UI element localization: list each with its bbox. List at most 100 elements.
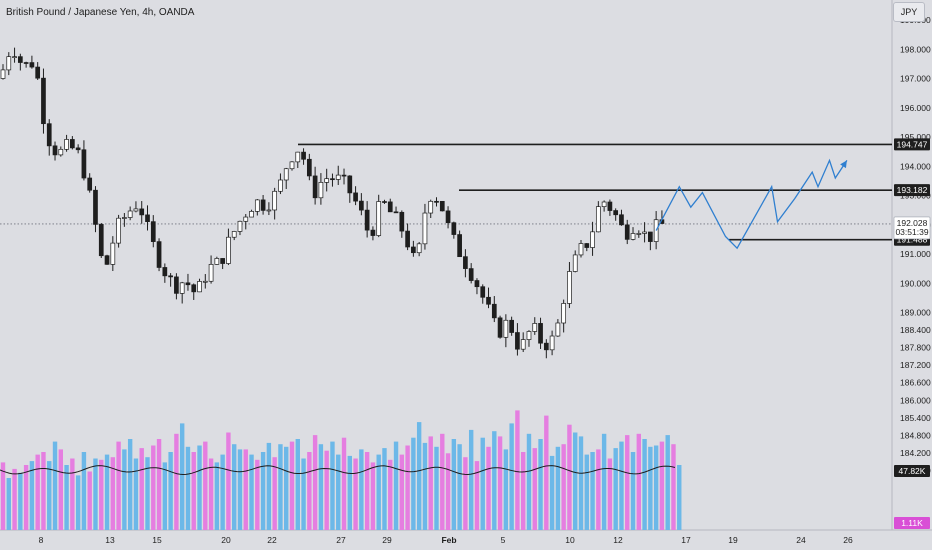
- volume-moving-average-line: [0, 465, 676, 476]
- candle-down: [52, 145, 58, 156]
- volume-bar: [214, 462, 220, 530]
- volume-bar: [613, 448, 618, 530]
- candle-down: [463, 256, 468, 269]
- volume-bar: [405, 445, 410, 530]
- price-tick-label: 191.000: [900, 249, 931, 259]
- candle-down: [468, 268, 474, 281]
- volume-bar: [266, 442, 272, 530]
- volume-bar: [428, 436, 433, 530]
- level-price-tag-label: 191.488: [897, 235, 928, 245]
- volume-bar: [515, 410, 520, 530]
- candle-down: [81, 149, 87, 179]
- volume-bar: [411, 437, 416, 530]
- volume-bar: [220, 454, 225, 530]
- volume-bar: [151, 445, 156, 530]
- volume-bar: [110, 457, 116, 530]
- time-tick-label: 12: [613, 535, 623, 545]
- volume-bar: [289, 441, 295, 530]
- volume-bar: [486, 446, 491, 530]
- volume-bar: [255, 459, 260, 530]
- price-tick-label: 186.000: [900, 395, 931, 405]
- candle-down: [330, 178, 335, 181]
- candle-down: [70, 139, 75, 149]
- volume-bar: [324, 450, 329, 530]
- candle-down: [306, 158, 312, 177]
- volume-bar: [179, 423, 185, 530]
- candle-down: [619, 214, 624, 226]
- candle-down: [382, 201, 387, 203]
- candle-up: [503, 319, 509, 338]
- horizontal-levels[interactable]: [298, 143, 892, 241]
- candle-up: [526, 331, 532, 340]
- time-axis[interactable]: 8 13 15 20 22 27 29 Feb 5 10 12 17 19 24 26: [39, 535, 853, 545]
- volume-bar: [584, 454, 589, 530]
- volume-bar: [330, 441, 335, 530]
- volume-bar: [243, 449, 248, 530]
- candle-down: [145, 214, 150, 222]
- time-tick-label: 26: [843, 535, 853, 545]
- volume-bar: [497, 436, 503, 530]
- candle-up: [0, 69, 6, 79]
- candle-up: [278, 179, 283, 192]
- volume-bar: [370, 462, 376, 530]
- volume-bar: [116, 441, 121, 530]
- candle-down: [359, 200, 364, 211]
- volume-bar: [347, 455, 352, 530]
- volume-bar: [156, 439, 162, 530]
- volume-bar: [301, 458, 306, 530]
- volume-bar: [521, 452, 526, 530]
- projection-arrow-head-icon: [840, 160, 847, 169]
- volume-bar: [52, 441, 58, 530]
- candle-up: [179, 282, 185, 294]
- candle-down: [191, 284, 197, 293]
- volume-bar: [104, 454, 110, 530]
- price-tick-label: 187.800: [900, 343, 931, 353]
- volume-bar: [185, 446, 191, 530]
- currency-button[interactable]: JPY: [893, 2, 925, 22]
- projection-path-line[interactable]: [655, 158, 848, 250]
- volume-bar: [364, 452, 370, 530]
- candle-up: [520, 339, 526, 350]
- volume-bar: [237, 449, 243, 530]
- candle-up: [249, 211, 254, 218]
- volume-bar: [544, 415, 549, 530]
- volume-bar: [47, 461, 52, 530]
- time-tick-label: 20: [221, 535, 231, 545]
- candle-down: [312, 175, 318, 199]
- candle-up: [243, 216, 249, 222]
- volume-bar: [590, 452, 595, 530]
- volume-bar: [607, 458, 613, 530]
- candle-down: [411, 246, 416, 254]
- volume-bar: [312, 435, 318, 530]
- candle-up: [636, 233, 642, 235]
- volume-bar: [168, 452, 173, 530]
- price-tick-label: 188.400: [900, 325, 931, 335]
- candle-down: [474, 280, 480, 288]
- candle-up: [6, 56, 12, 71]
- candle-down: [353, 192, 358, 202]
- volume-bar: [388, 459, 393, 530]
- price-tick-label: 196.000: [900, 103, 931, 113]
- candle-up: [58, 148, 64, 156]
- candle-up: [532, 323, 538, 332]
- volume-bar: [208, 458, 214, 530]
- price-tick-label: 198.000: [900, 44, 931, 54]
- candle-down: [185, 282, 191, 286]
- volume-bar: [64, 465, 69, 530]
- volume-bar: [295, 439, 300, 530]
- candle-down: [405, 230, 410, 248]
- candle-up: [555, 322, 561, 337]
- volume-ma-tag: [894, 517, 930, 529]
- time-tick-label: Feb: [441, 535, 456, 545]
- time-tick-label: 17: [681, 535, 691, 545]
- candle-up: [318, 182, 324, 199]
- candle-down: [29, 62, 35, 68]
- candle-down: [607, 201, 613, 211]
- volume-bar: [6, 478, 11, 530]
- volume-bar: [665, 435, 670, 530]
- symbol-title: British Pound / Japanese Yen, 4h, OANDA: [6, 7, 195, 18]
- volume-bar: [23, 465, 29, 530]
- candle-up: [283, 168, 289, 181]
